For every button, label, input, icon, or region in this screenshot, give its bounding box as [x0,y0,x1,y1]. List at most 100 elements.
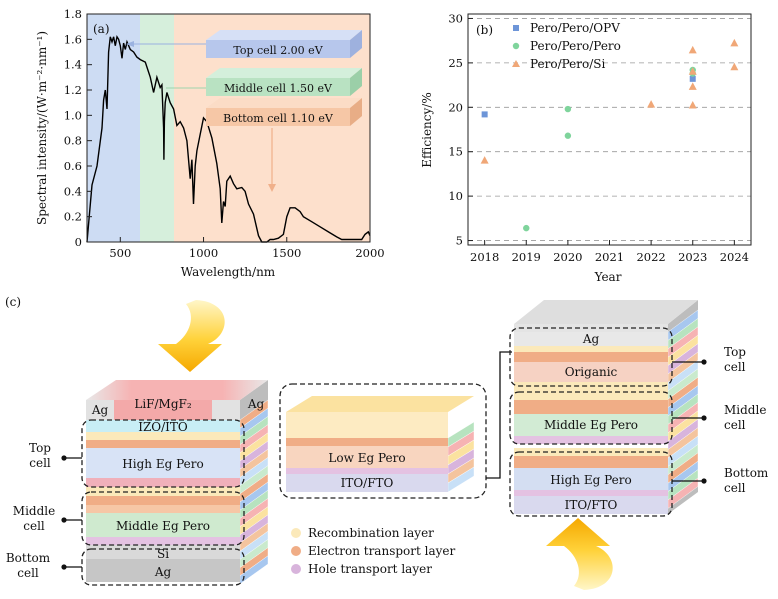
x-tick-label: 2000 [355,246,384,260]
plot-frame [86,13,371,243]
svg-text:Top cell 2.00 eV: Top cell 2.00 eV [233,44,323,57]
label-bottom-cell-l1: Bottom [6,551,51,565]
point-pero-pero-opv [481,111,488,118]
layer-ito-fto-right: ITO/FTO [565,498,618,512]
y-tick-label: 0.8 [64,134,82,148]
legend-recombination: Recombination layer [308,526,434,540]
point-pero-pero-opv [689,75,696,82]
point-pero-pero-pero [564,105,572,113]
point-pero-pero-si [480,156,489,164]
layer-middle-eg-pero: Middle Eg Pero [116,519,210,533]
point-pero-pero-si [688,67,697,75]
point-pero-pero-si [730,38,739,47]
panel-b-tag: (b) [476,23,493,37]
panel-b-efficiency-chart: 2018 2019 2020 2021 2022 2023 2024 5 10 15 20 25 30… [420,11,752,284]
r-label-top-l1: Top [724,345,746,359]
x-tick-label-b: 2024 [720,250,749,264]
right-top-face [514,300,698,324]
layer-low-eg-pero: Low Eg Pero [328,451,405,465]
sunlight-arrow-left [158,300,225,372]
x-tick-label: 500 [109,246,131,260]
layer-izo-ito: IZO/ITO [138,420,188,434]
y-axis-label: Spectral intensity/(W·m⁻²·nm⁻¹) [35,31,49,225]
legend-marker-opv [513,25,519,31]
cap-ag-left: Ag [91,403,109,417]
label-top-cell-l1: Top [29,441,51,455]
label-middle-cell-l1: Middle [13,504,55,518]
y-tick-label-b: 25 [448,56,463,70]
point-pero-pero-si [688,82,697,90]
bottom-cell-box [81,548,245,586]
x-tick-label-b: 2020 [553,250,582,264]
r-label-bottom-l1: Bottom [724,466,769,480]
legend-marker-pero [512,42,520,50]
slab-middle-cell: Middle cell 1.50 eV [206,68,362,96]
label-middle-cell-l2: cell [23,519,45,533]
right-bottom-cell-box [509,451,673,517]
x-tick-label: 1000 [189,246,218,260]
point-pero-pero-si [730,62,739,71]
layer-middle-eg-pero-right: Middle Eg Pero [544,418,638,432]
panel-a-tag: (a) [93,22,110,36]
legend-marker-si [512,60,520,67]
point-pero-pero-si [688,45,697,54]
r-label-top-l2: cell [724,360,746,374]
panel-a-spectrum-chart: 500 1000 1500 2000 0 0.2 0.4 0.6 0.8 1.0 1.2 1.4 1.… [35,7,385,279]
right-top-cell-box [509,327,673,387]
legend-etl-dot [291,546,301,556]
spectrum-line [86,34,371,243]
x-tick-label: 1500 [272,246,301,260]
layer-high-eg-pero-right: High Eg Pero [550,473,631,487]
x-axis-label: Wavelength/nm [181,265,276,279]
legend-htl: Hole transport layer [308,562,432,576]
layer-si: Si [157,547,169,561]
top-cell-box [81,419,245,488]
legend-b: Pero/Pero/OPV Pero/Pero/Pero Pero/Pero/S… [512,21,621,71]
legend-htl-dot [291,564,301,574]
legend-label-opv: Pero/Pero/OPV [530,21,620,35]
x-axis-label-b: Year [594,270,622,284]
center-dashed-box [279,383,487,499]
point-pero-pero-pero [523,224,530,232]
panel-c-tag: (c) [5,295,21,309]
point-pero-pero-si [688,101,697,109]
layer-ito-fto-center: ITO/FTO [341,476,394,490]
sunlight-arrow-right [546,518,613,590]
x-tick-label-b: 2018 [470,250,499,264]
y-tick-label: 1.0 [64,108,82,122]
point-pero-pero-pero [564,132,572,139]
slab-top-cell: Top cell 2.00 eV [206,30,362,58]
y-tick-label: 1.6 [64,32,82,46]
y-tick-label-b: 5 [456,234,463,248]
cap-lif-mgf2: LiF/MgF₂ [134,397,191,411]
legend-label-si: Pero/Pero/Si [530,57,606,71]
legend-c: Recombination layer Electron transport l… [291,526,455,576]
legend-label-pero: Pero/Pero/Pero [530,39,621,53]
pointer-bottom-arrowhead [268,184,276,192]
pointer-top-arrowhead [126,41,134,47]
top-cap [86,380,268,400]
layer-ag-bottom: Ag [154,565,172,579]
r-label-middle-l1: Middle [724,403,766,417]
y-tick-label: 0.2 [64,210,82,224]
legend-etl: Electron transport layer [308,544,455,558]
band-middle-cell [140,14,174,242]
label-top-cell-l2: cell [29,456,51,470]
connector-line [486,351,512,479]
y-tick-label: 0.6 [64,159,82,173]
y-axis-label-b: Efficiency/% [420,92,434,167]
y-tick-label: 1.4 [64,58,82,72]
x-tick-label-b: 2019 [512,250,541,264]
right-middle-cell-box [509,391,673,445]
y-tick-label-b: 15 [448,145,463,159]
y-tick-label: 1.8 [64,7,82,21]
cap-ag-right: Ag [247,397,265,411]
y-tick-label: 0.4 [64,184,82,198]
legend-recombination-dot [291,528,301,538]
svg-text:Middle cell 1.50 eV: Middle cell 1.50 eV [224,82,333,95]
y-tick-label: 1.2 [64,83,82,97]
layer-ag-right: Ag [582,332,600,346]
x-tick-label-b: 2021 [595,250,624,264]
layer-organic: Origanic [565,365,618,379]
